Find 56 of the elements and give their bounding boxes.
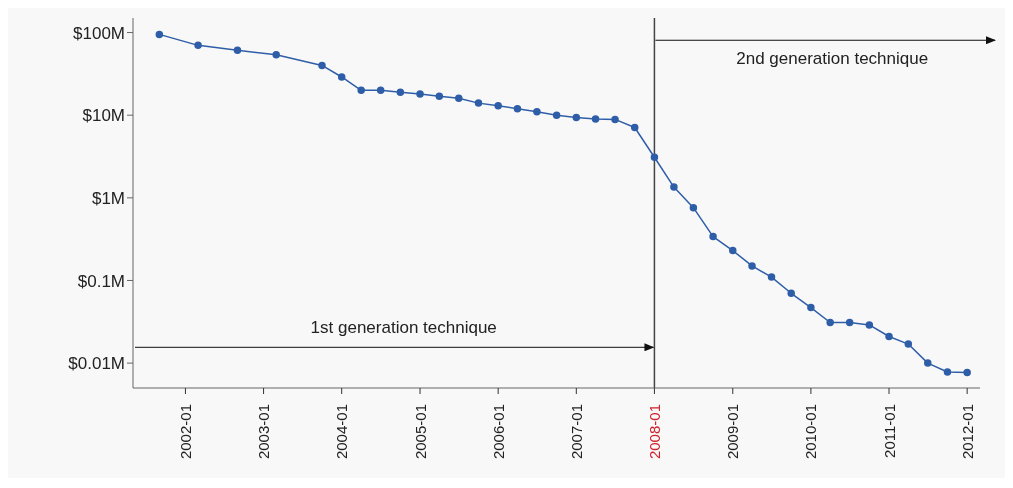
point	[591, 115, 600, 123]
x-tick-label: 2005-01	[411, 404, 429, 460]
x-tick-label: 2002-01	[176, 404, 194, 460]
point	[729, 246, 737, 255]
point	[787, 289, 795, 298]
point	[943, 368, 952, 376]
point	[194, 41, 202, 50]
point	[709, 232, 717, 241]
point	[572, 113, 581, 122]
point	[630, 123, 639, 132]
point	[924, 359, 932, 367]
point	[272, 50, 280, 59]
y-tick-label: $0.1M	[77, 271, 125, 291]
annotation: 2nd generation technique	[736, 49, 929, 69]
point	[357, 86, 365, 95]
point	[748, 262, 756, 270]
point	[689, 203, 698, 212]
x-tick-label: 2010-01	[802, 404, 820, 460]
x-tick-label: 2009-01	[724, 404, 742, 460]
point	[337, 73, 346, 81]
point	[376, 86, 385, 95]
point	[865, 321, 874, 329]
point	[650, 153, 659, 161]
x-tick-label: 2011-01	[880, 404, 898, 458]
x-tick-label: 2012-01	[958, 404, 976, 460]
annotation: 1st generation technique	[310, 318, 497, 338]
point	[533, 108, 541, 116]
point	[318, 61, 326, 70]
point	[885, 332, 893, 341]
y-tick-label: $100M	[73, 23, 125, 43]
point	[396, 88, 405, 96]
point	[513, 104, 522, 113]
point	[845, 318, 854, 327]
point	[155, 30, 164, 39]
point	[455, 94, 463, 103]
point	[474, 99, 483, 107]
y-tick-label: $0.01M	[68, 354, 125, 374]
x-tick-label: 2003-01	[255, 404, 273, 460]
point	[233, 46, 242, 55]
x-tick-label: 2007-01	[567, 404, 585, 460]
point	[904, 340, 913, 348]
point	[826, 318, 834, 327]
point	[767, 273, 776, 281]
point	[552, 111, 561, 119]
point	[494, 102, 502, 110]
point	[670, 183, 678, 191]
point	[416, 90, 424, 98]
x-tick-label: 2008-01	[645, 404, 663, 460]
y-tick-label: $1M	[91, 188, 125, 208]
point	[611, 115, 619, 124]
x-tick-label: 2004-01	[333, 404, 351, 460]
x-tick-label: 2006-01	[489, 404, 507, 460]
point	[435, 92, 444, 100]
y-tick-label: $10M	[82, 106, 125, 126]
point	[963, 368, 971, 377]
point	[807, 303, 815, 312]
